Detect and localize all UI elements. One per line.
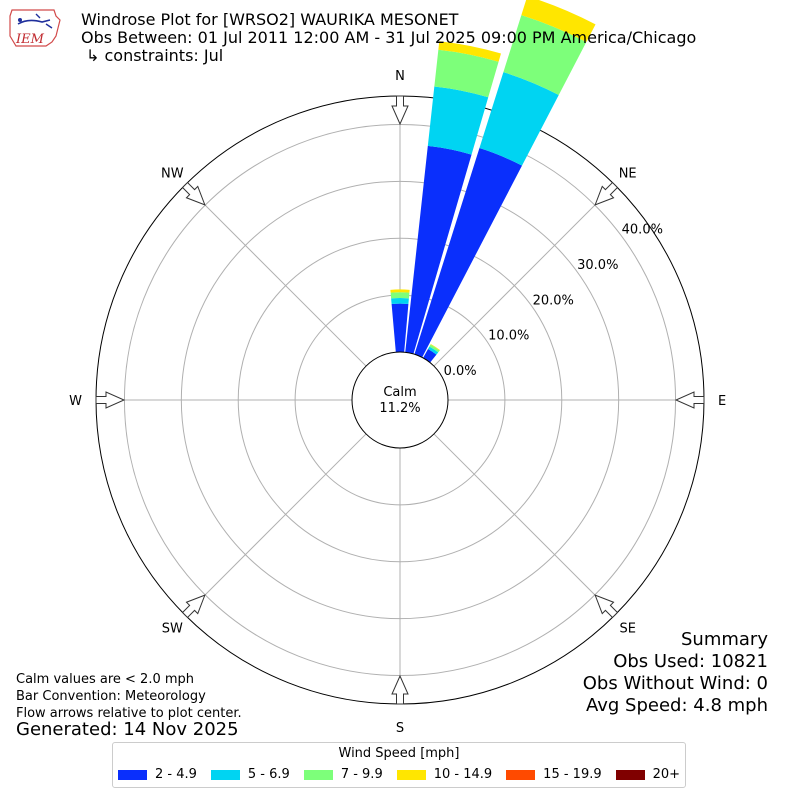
legend-item: 5 - 6.9 <box>210 767 290 782</box>
direction-label-ne: NE <box>619 166 637 181</box>
flow-arrow-n <box>391 95 409 126</box>
summary-avg-speed: Avg Speed: 4.8 mph <box>586 695 768 716</box>
legend-swatch <box>303 769 333 780</box>
direction-label-sw: SW <box>162 622 183 637</box>
legend-swatch <box>615 769 645 780</box>
direction-labels: N NE E SE S SW W NW <box>69 69 726 736</box>
flow-arrow-se <box>594 594 619 619</box>
summary-obs-without-wind: Obs Without Wind: 0 <box>582 673 768 694</box>
grid-spoke <box>433 184 616 367</box>
bar-sector-0-bin-1 <box>391 297 409 305</box>
direction-arrows <box>95 95 705 705</box>
direction-label-w: W <box>69 394 82 409</box>
chart-constraints: ↳ constraints: Jul <box>86 46 224 65</box>
bar-sector-1-bin-1 <box>427 86 489 155</box>
legend-swatch <box>506 769 536 780</box>
bar-sector-0-bin-3 <box>390 289 410 293</box>
flow-arrow-ne <box>594 181 619 206</box>
legend-item: 15 - 19.9 <box>506 767 602 782</box>
legend-label: 5 - 6.9 <box>247 767 290 782</box>
flow-arrow-e <box>674 391 705 409</box>
direction-label-nw: NW <box>161 166 184 181</box>
radial-tick-labels: 0.0% 10.0% 20.0% 30.0% 40.0% <box>444 222 663 379</box>
chart-title: Windrose Plot for [WRSO2] WAURIKA MESONE… <box>81 10 459 29</box>
bar-sector-0-bin-2 <box>390 292 410 299</box>
chart-subtitle: Obs Between: 01 Jul 2011 12:00 AM - 31 J… <box>81 28 697 47</box>
bar-sector-1-bin-3 <box>438 41 501 62</box>
legend-label: 2 - 4.9 <box>155 767 197 782</box>
legend-swatch <box>210 769 240 780</box>
direction-label-se: SE <box>619 622 635 637</box>
legend-label: 20+ <box>652 767 681 782</box>
radial-tick-label: 30.0% <box>577 258 618 273</box>
radial-tick-label: 10.0% <box>488 329 529 344</box>
bar-sector-3-bin-1 <box>428 346 439 355</box>
summary-obs-used: Obs Used: 10821 <box>613 651 768 672</box>
legend-items: 2 - 4.9 5 - 6.9 7 - 9.9 10 - 14.9 15 - 19.9 2… <box>118 767 694 782</box>
note-bar-convention: Bar Convention: Meteorology <box>16 689 206 704</box>
radial-tick-label: 0.0% <box>444 364 477 379</box>
bar-sector-3-bin-0 <box>423 348 437 363</box>
bar-sector-2-bin-3 <box>521 0 596 43</box>
legend-label: 7 - 9.9 <box>340 767 383 782</box>
legend-label: 15 - 19.9 <box>543 767 602 782</box>
flow-arrow-nw <box>181 181 206 206</box>
bar-sector-2-bin-1 <box>479 72 559 166</box>
bar-sector-2-bin-2 <box>503 15 587 96</box>
note-calm: Calm values are < 2.0 mph <box>16 672 195 687</box>
bar-sector-1-bin-0 <box>405 145 472 354</box>
legend-swatch <box>118 769 147 780</box>
bar-sector-2-bin-0 <box>414 148 522 358</box>
direction-label-n: N <box>395 69 405 84</box>
legend-label: 10 - 14.9 <box>433 767 493 782</box>
direction-label-s: S <box>396 721 404 736</box>
legend-item: 2 - 4.9 <box>118 767 197 782</box>
legend: Wind Speed [mph] 2 - 4.9 5 - 6.9 7 - 9.9 10… <box>112 742 686 788</box>
legend-item: 7 - 9.9 <box>303 767 383 782</box>
flow-arrow-sw <box>181 594 206 619</box>
legend-swatch <box>396 769 426 780</box>
radial-tick-label: 20.0% <box>533 293 574 308</box>
legend-item: 20+ <box>615 767 681 782</box>
grid-ring <box>180 180 620 620</box>
windrose-bars <box>390 0 596 363</box>
summary-title: Summary <box>681 629 768 650</box>
generated-date: Generated: 14 Nov 2025 <box>16 719 239 740</box>
calm-value: 11.2% <box>379 401 420 416</box>
note-flow-arrows: Flow arrows relative to plot center. <box>16 706 242 721</box>
grid-spoke <box>184 184 367 367</box>
legend-title: Wind Speed [mph] <box>338 746 460 761</box>
grid-spoke <box>433 433 616 616</box>
logo-text: IEM <box>15 32 45 47</box>
bar-sector-3-bin-3 <box>430 343 441 351</box>
bar-sector-1-bin-2 <box>434 49 499 98</box>
legend-item: 10 - 14.9 <box>396 767 493 782</box>
direction-label-e: E <box>718 394 726 409</box>
iem-logo: IEM <box>6 6 64 52</box>
bar-sector-3-bin-2 <box>429 344 440 353</box>
calm-circle <box>351 351 449 449</box>
flow-arrow-s <box>391 674 409 705</box>
grid-spoke <box>184 433 367 616</box>
grid-ring <box>237 237 563 563</box>
calm-label: Calm <box>383 385 416 400</box>
bar-sector-0-bin-0 <box>391 303 409 353</box>
radial-tick-label: 40.0% <box>622 222 663 237</box>
flow-arrow-w <box>95 391 126 409</box>
